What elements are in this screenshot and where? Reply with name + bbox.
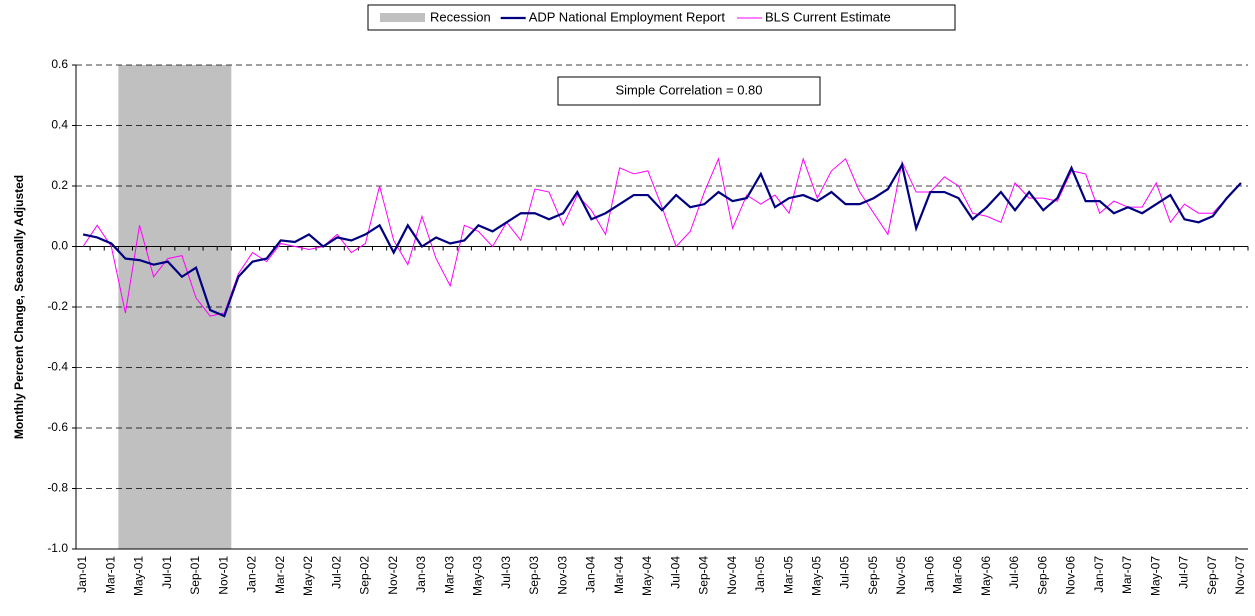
x-tick-label: May-01	[132, 556, 146, 596]
x-tick-label: May-02	[301, 556, 315, 596]
x-tick-label: Mar-04	[612, 556, 626, 594]
x-tick-label: Sep-04	[697, 556, 711, 595]
x-tick-label: Nov-03	[555, 556, 569, 595]
x-tick-label: Jan-06	[922, 556, 936, 593]
x-tick-label: Jan-04	[584, 556, 598, 593]
x-tick-label: Jul-06	[1007, 556, 1021, 589]
x-tick-label: Jul-05	[838, 556, 852, 589]
x-tick-label: Mar-01	[103, 556, 117, 594]
x-tick-label: Sep-02	[358, 556, 372, 595]
y-tick-label: 0.2	[51, 178, 68, 192]
x-tick-label: Jul-02	[329, 556, 343, 589]
y-tick-label: 0.4	[51, 118, 68, 132]
x-tick-label: Jan-02	[245, 556, 259, 593]
x-tick-label: May-04	[640, 556, 654, 596]
y-tick-label: -0.2	[47, 299, 68, 313]
legend-box	[367, 4, 956, 31]
legend-swatch	[380, 13, 425, 22]
x-tick-label: Jul-03	[499, 556, 513, 589]
x-tick-label: Mar-02	[273, 556, 287, 594]
x-tick-label: Jul-01	[160, 556, 174, 589]
x-tick-label: Jan-07	[1092, 556, 1106, 593]
x-tick-label: Sep-03	[527, 556, 541, 595]
x-tick-label: Mar-06	[951, 556, 965, 594]
x-tick-label: May-07	[1148, 556, 1162, 596]
x-tick-label: Nov-01	[216, 556, 230, 595]
x-tick-label: Jan-05	[753, 556, 767, 593]
y-tick-label: 0.0	[51, 239, 68, 253]
x-tick-label: Mar-07	[1120, 556, 1134, 594]
annotation-box	[557, 76, 821, 106]
legend-label: BLS Current Estimate	[765, 9, 891, 24]
x-tick-label: May-06	[979, 556, 993, 596]
series-line	[82, 161, 1242, 318]
x-tick-label: Jan-01	[75, 556, 89, 593]
x-tick-label: Sep-07	[1205, 556, 1219, 595]
y-tick-label: -0.8	[47, 481, 68, 495]
x-tick-label: Sep-05	[866, 556, 880, 595]
x-tick-label: Nov-02	[386, 556, 400, 595]
x-tick-label: Jan-03	[414, 556, 428, 593]
x-tick-label: Jul-04	[668, 556, 682, 589]
x-tick-label: Sep-06	[1035, 556, 1049, 595]
x-tick-label: Jul-07	[1177, 556, 1191, 589]
annotation: Simple Correlation = 0.80	[615, 82, 762, 97]
legend-label: ADP National Employment Report	[529, 9, 726, 24]
x-tick-label: Sep-01	[188, 556, 202, 595]
x-tick-label: May-05	[809, 556, 823, 596]
y-tick-label: -1.0	[47, 541, 68, 555]
series-line	[82, 157, 1242, 317]
recession-band	[118, 65, 232, 549]
x-tick-label: Nov-04	[725, 556, 739, 595]
x-tick-label: Nov-06	[1064, 556, 1078, 595]
y-tick-label: -0.6	[47, 420, 68, 434]
x-tick-label: Nov-07	[1233, 556, 1247, 595]
y-tick-label: -0.4	[47, 360, 68, 374]
x-tick-label: Mar-05	[781, 556, 795, 594]
x-tick-label: Mar-03	[442, 556, 456, 594]
y-axis-title: Monthly Percent Change, Seasonally Adjus…	[12, 175, 26, 439]
y-tick-label: 0.6	[51, 57, 68, 71]
x-tick-label: May-03	[471, 556, 485, 596]
x-tick-label: Nov-05	[894, 556, 908, 595]
legend-label: Recession	[430, 9, 491, 24]
